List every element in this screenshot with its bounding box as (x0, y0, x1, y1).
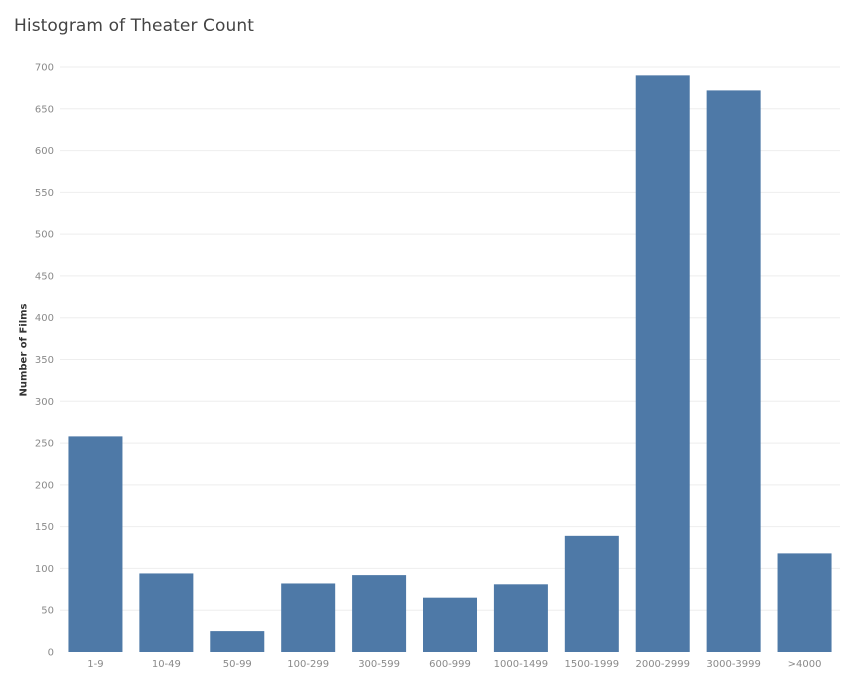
y-tick-label: 250 (35, 439, 54, 450)
x-axis-ticks: 1-9 10-49 50-99 100-299 300-599 600-999 1000-1… (87, 659, 821, 670)
x-tick-label: 300-599 (358, 659, 400, 670)
bar[interactable] (139, 573, 194, 652)
y-tick-label: 150 (35, 522, 54, 533)
bar[interactable] (68, 436, 123, 652)
x-tick-label: 600-999 (429, 659, 471, 670)
x-tick-label: 50-99 (223, 659, 252, 670)
x-tick-label: 2000-2999 (635, 659, 690, 670)
y-tick-label: 650 (35, 104, 54, 115)
bar[interactable] (210, 631, 265, 652)
bar[interactable] (423, 597, 477, 652)
y-tick-label: 300 (35, 397, 54, 408)
y-tick-label: 500 (35, 230, 54, 241)
y-axis-ticks: 0 50 100 150 200 250 300 350 400 450 500 550 600 650 7… (35, 63, 54, 659)
bar[interactable] (635, 75, 690, 653)
bar[interactable] (706, 90, 761, 652)
y-tick-label: 0 (48, 648, 54, 659)
bar[interactable] (281, 583, 336, 652)
bar[interactable] (352, 575, 407, 652)
y-tick-label: 100 (35, 564, 54, 575)
y-tick-label: 50 (41, 606, 54, 617)
y-tick-label: 700 (35, 63, 54, 74)
bar[interactable] (777, 553, 832, 652)
x-tick-label: 10-49 (152, 659, 181, 670)
y-tick-label: 400 (35, 313, 54, 324)
y-tick-label: 450 (35, 271, 54, 282)
x-tick-label: 1500-1999 (565, 659, 620, 670)
bar[interactable] (493, 584, 548, 652)
x-tick-label: >4000 (788, 659, 822, 670)
y-tick-label: 550 (35, 188, 54, 199)
x-tick-label: 1-9 (87, 659, 103, 670)
bars (68, 75, 832, 653)
bar[interactable] (564, 535, 619, 652)
x-tick-label: 100-299 (287, 659, 329, 670)
y-tick-label: 350 (35, 355, 54, 366)
x-tick-label: 3000-3999 (706, 659, 761, 670)
y-tick-label: 600 (35, 146, 54, 157)
chart-title: Histogram of Theater Count (14, 16, 255, 36)
x-tick-label: 1000-1499 (494, 659, 549, 670)
y-tick-label: 200 (35, 480, 54, 491)
